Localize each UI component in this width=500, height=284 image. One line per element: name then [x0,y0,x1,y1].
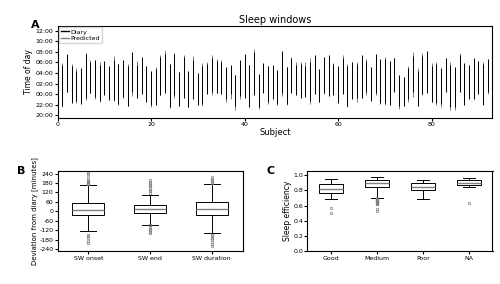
Y-axis label: Time of day: Time of day [24,49,32,94]
Y-axis label: Deviation from diary [minutes]: Deviation from diary [minutes] [31,157,38,265]
PathPatch shape [411,183,435,190]
PathPatch shape [458,180,481,185]
Text: A: A [32,20,40,30]
X-axis label: Subject: Subject [259,128,291,137]
Legend: Diary, Predicted: Diary, Predicted [60,28,102,43]
PathPatch shape [134,205,166,213]
PathPatch shape [72,203,104,215]
Text: B: B [17,166,25,176]
PathPatch shape [318,184,342,193]
PathPatch shape [365,180,389,187]
Text: C: C [266,166,275,176]
Y-axis label: Sleep efficiency: Sleep efficiency [283,181,292,241]
PathPatch shape [196,202,228,215]
Title: Sleep windows: Sleep windows [239,15,311,25]
